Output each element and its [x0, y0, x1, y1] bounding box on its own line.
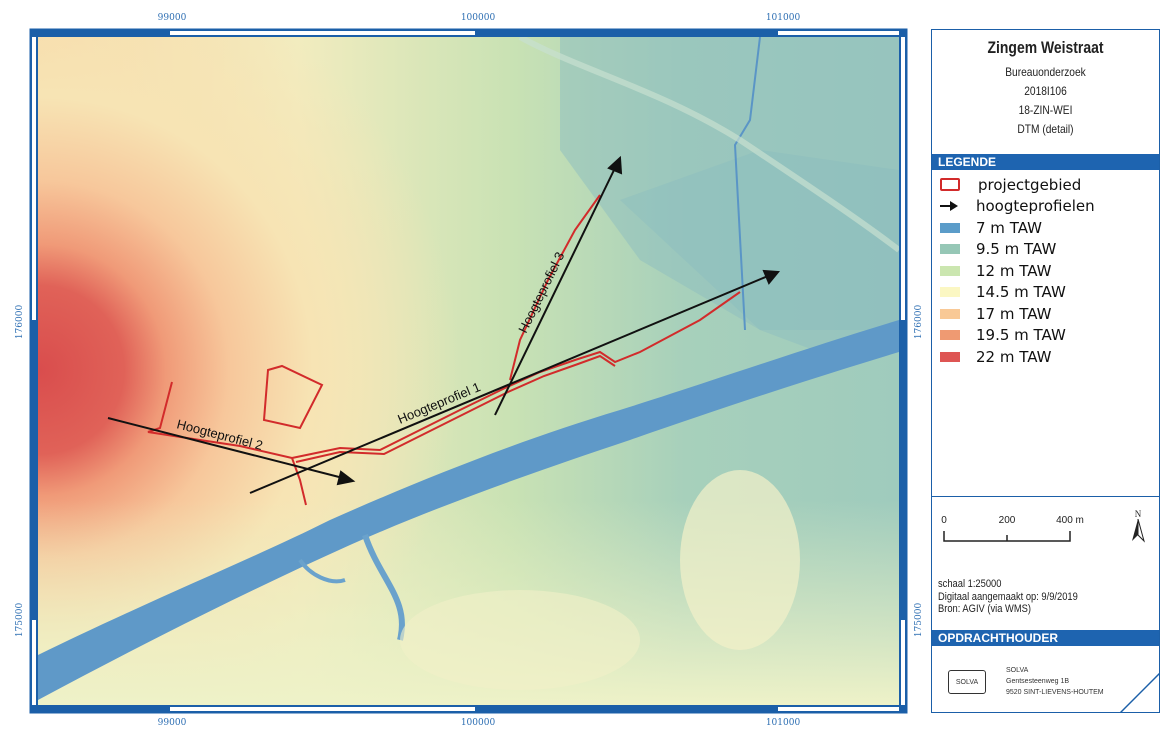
map-title: Zingem Weistraat: [987, 38, 1104, 57]
coord-top-101000: 101000: [766, 13, 801, 23]
coord-right-175000: 175000: [914, 603, 924, 638]
legend-item-9-5m: 9.5 m TAW: [940, 239, 1159, 261]
source-text: Bron: AGIV (via WMS): [938, 603, 1032, 615]
north-arrow: N: [1128, 509, 1148, 550]
title-block: Zingem Weistraat Bureauonderzoek 2018I10…: [932, 30, 1159, 154]
coord-bottom-101000: 101000: [766, 718, 801, 728]
color-swatch: [940, 308, 960, 319]
river: [38, 320, 899, 700]
profile-arrows[interactable]: [107, 155, 780, 494]
legend-item-hoogteprofielen: hoogteprofielen: [940, 196, 1159, 218]
legend-item-7m: 7 m TAW: [940, 217, 1159, 239]
scale-text: schaal 1:25000: [938, 578, 1002, 590]
color-swatch: [940, 222, 960, 233]
coord-top-99000: 99000: [158, 13, 187, 23]
subtitle-3: 18-ZIN-WEI: [1018, 103, 1073, 117]
client-address-1: Gentsesteenweg 1B: [1006, 678, 1070, 685]
legend-list: projectgebied hoogteprofielen 7 m TAW 9.…: [932, 170, 1159, 368]
legend-label: 19.5 m TAW: [976, 326, 1066, 345]
legend-label: 9.5 m TAW: [976, 240, 1057, 259]
arrow-right-icon: [940, 201, 960, 212]
legend-label: 14.5 m TAW: [976, 283, 1066, 302]
client-address-2: 9520 SINT-LIEVENS-HOUTEM: [1006, 689, 1104, 696]
made-text: Digitaal aangemaakt op: 9/9/2019: [938, 590, 1078, 603]
north-arrow-icon: [1132, 518, 1145, 543]
legend-label: 22 m TAW: [976, 347, 1052, 366]
color-swatch: [940, 244, 960, 255]
corner-decoration: [1120, 673, 1160, 713]
legend-item-14-5m: 14.5 m TAW: [940, 282, 1159, 304]
map-canvas[interactable]: 99000 100000 101000 99000 100000 101000 …: [0, 0, 930, 731]
coord-bottom-100000: 100000: [461, 718, 496, 728]
subtitle-1: Bureauonderzoek: [1005, 65, 1086, 79]
legend-label: projectgebied: [978, 175, 1082, 194]
legend-label: hoogteprofielen: [976, 197, 1095, 216]
client-header: OPDRACHTHOUDER: [932, 630, 1159, 646]
scale-label-400: 400 m: [1056, 515, 1084, 526]
legend-item-22m: 22 m TAW: [940, 346, 1159, 368]
color-swatch: [940, 330, 960, 341]
color-swatch: [940, 351, 960, 362]
legend-item-19-5m: 19.5 m TAW: [940, 325, 1159, 347]
client-name: SOLVA: [1006, 667, 1029, 674]
legend-item-17m: 17 m TAW: [940, 303, 1159, 325]
legend-item-projectgebied: projectgebied: [940, 174, 1159, 196]
coord-right-176000: 176000: [914, 305, 924, 340]
scale-bar: 0 200 400 m: [941, 515, 1084, 542]
coord-top-100000: 100000: [461, 13, 496, 23]
client-section: OPDRACHTHOUDER: [932, 630, 1159, 646]
legend-item-12m: 12 m TAW: [940, 260, 1159, 282]
coord-bottom-99000: 99000: [158, 718, 187, 728]
legend-label: 7 m TAW: [976, 218, 1042, 237]
legend-label: 17 m TAW: [976, 304, 1052, 323]
scale-label-200: 200: [999, 515, 1016, 526]
map-area[interactable]: 99000 100000 101000 99000 100000 101000 …: [0, 0, 930, 731]
color-swatch: [940, 287, 960, 298]
legend-label: 12 m TAW: [976, 261, 1052, 280]
legend-panel: Zingem Weistraat Bureauonderzoek 2018I10…: [931, 29, 1160, 713]
legend-header: LEGENDE: [932, 154, 1159, 170]
client-address: SOLVA Gentsesteenweg 1B 9520 SINT-LIEVEN…: [1006, 665, 1104, 698]
subtitle-4: DTM (detail): [1017, 122, 1074, 136]
color-swatch: [940, 265, 960, 276]
client-logo: SOLVA: [948, 670, 986, 694]
scale-block: 0 200 400 m N schaal 1:25000 Digitaal aa…: [932, 496, 1159, 631]
outline-swatch-icon: [940, 178, 960, 192]
map-meta: schaal 1:25000 Digitaal aangemaakt op: 9…: [938, 578, 1078, 616]
map-frame-ticks: [30, 29, 907, 713]
coord-left-175000: 175000: [15, 603, 25, 638]
subtitle-2: 2018I106: [1024, 84, 1067, 98]
north-label: N: [1134, 509, 1142, 519]
scale-label-0: 0: [941, 515, 947, 526]
coord-left-176000: 176000: [15, 305, 25, 340]
